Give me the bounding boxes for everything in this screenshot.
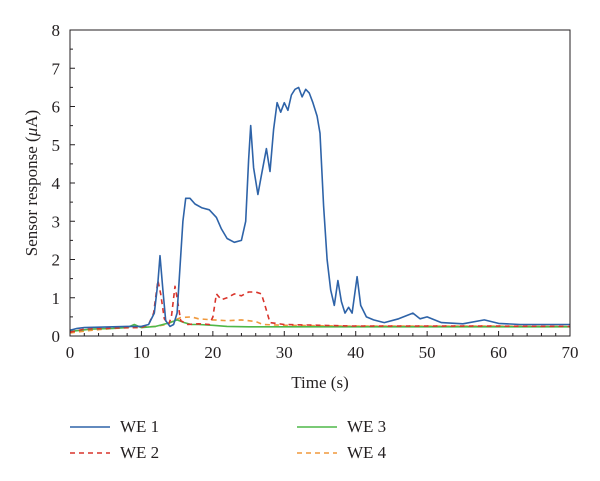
legend-label-we4: WE 4 (347, 443, 387, 462)
x-tick-label: 0 (66, 343, 75, 362)
legend-item-we4: WE 4 (297, 443, 387, 462)
y-axis-label-suffix: A) (22, 110, 41, 128)
y-tick-label: 2 (52, 251, 61, 270)
legend-item-we1: WE 1 (70, 417, 159, 436)
y-tick-label: 6 (52, 98, 61, 117)
x-tick-label: 30 (276, 343, 293, 362)
y-axis-ticks: 0 1 2 3 4 5 6 7 8 (52, 21, 75, 346)
x-tick-label: 70 (562, 343, 579, 362)
series-layer (69, 86, 571, 334)
legend-item-we2: WE 2 (70, 443, 159, 462)
legend: WE 1 WE 2 WE 3 WE 4 (70, 417, 387, 462)
y-axis-label-prefix: Sensor response ( (22, 136, 41, 256)
series-line-we2 (69, 279, 571, 333)
legend-item-we3: WE 3 (297, 417, 386, 436)
y-tick-label: 4 (52, 174, 61, 193)
y-tick-label: 0 (52, 327, 61, 346)
legend-label-we2: WE 2 (120, 443, 159, 462)
y-axis-label-unit: μ (22, 128, 41, 138)
x-tick-label: 40 (347, 343, 364, 362)
x-tick-label: 20 (204, 343, 221, 362)
y-tick-label: 1 (52, 289, 61, 308)
y-tick-label: 3 (52, 212, 61, 231)
x-axis-label: Time (s) (291, 373, 348, 392)
x-axis-ticks: 0 10 20 30 40 50 60 70 (66, 331, 579, 362)
legend-label-we1: WE 1 (120, 417, 159, 436)
y-tick-label: 5 (52, 136, 61, 155)
y-tick-label: 7 (52, 59, 61, 78)
y-tick-label: 8 (52, 21, 61, 40)
x-tick-label: 50 (419, 343, 436, 362)
series-line-we4 (69, 316, 571, 334)
plot-frame (69, 29, 571, 337)
legend-label-we3: WE 3 (347, 417, 386, 436)
y-axis-label: Sensor response (μA) (22, 110, 41, 256)
x-tick-label: 60 (490, 343, 507, 362)
x-tick-label: 10 (133, 343, 150, 362)
series-line-we1 (69, 86, 570, 332)
